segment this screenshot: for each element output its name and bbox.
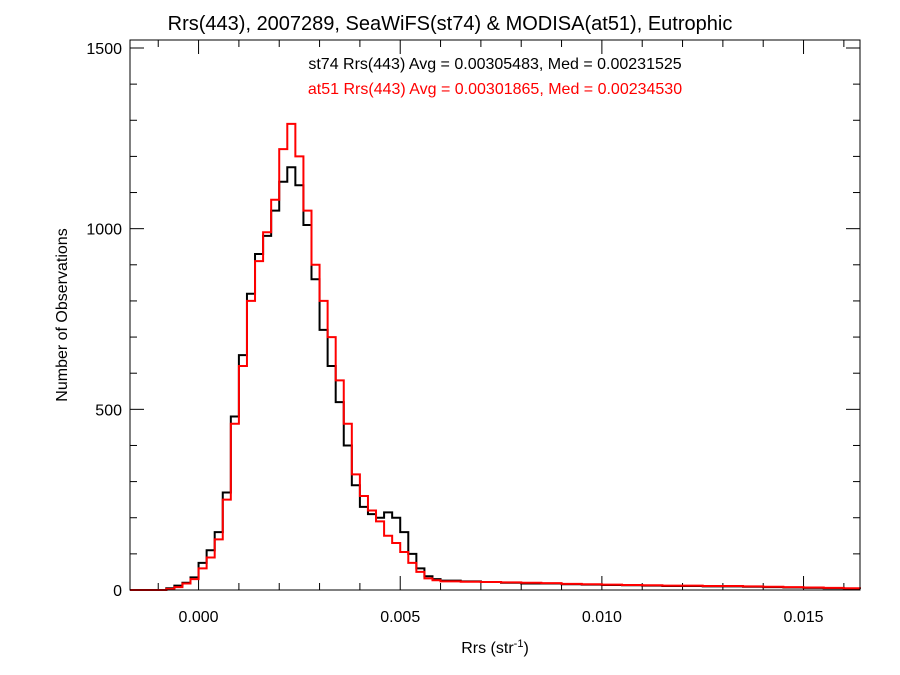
plot-frame — [129, 39, 861, 591]
x-tick-label: 0.000 — [179, 609, 219, 626]
x-tick-label: 0.010 — [582, 609, 622, 626]
legend-st74-annotation: st74 Rrs(443) Avg = 0.00305483, Med = 0.… — [308, 56, 681, 73]
series-line-at51 — [130, 122, 861, 591]
x-tick-label: 0.005 — [380, 609, 420, 626]
y-tick-label: 0 — [113, 583, 122, 600]
y-tick-label: 500 — [95, 402, 122, 419]
y-axis: 0 500 1000 1500 — [86, 41, 860, 600]
y-tick-label: 1000 — [86, 222, 122, 239]
chart-title: Rrs(443), 2007289, SeaWiFS(st74) & MODIS… — [168, 13, 733, 35]
x-tick-label: 0.015 — [784, 609, 824, 626]
y-tick-label: 1500 — [86, 41, 122, 58]
x-axis-label-superscript: -1 — [514, 638, 524, 650]
x-axis: 0.000 0.005 0.010 0.015 — [157, 40, 845, 626]
x-axis-label: Rrs (str-1) — [461, 638, 529, 657]
legend-at51-annotation: at51 Rrs(443) Avg = 0.00301865, Med = 0.… — [308, 81, 682, 98]
y-axis-label: Number of Observations — [54, 228, 71, 401]
x-axis-label-tail: ) — [523, 640, 528, 657]
x-axis-label-main: Rrs (str — [461, 640, 514, 657]
series-layer — [130, 122, 861, 591]
